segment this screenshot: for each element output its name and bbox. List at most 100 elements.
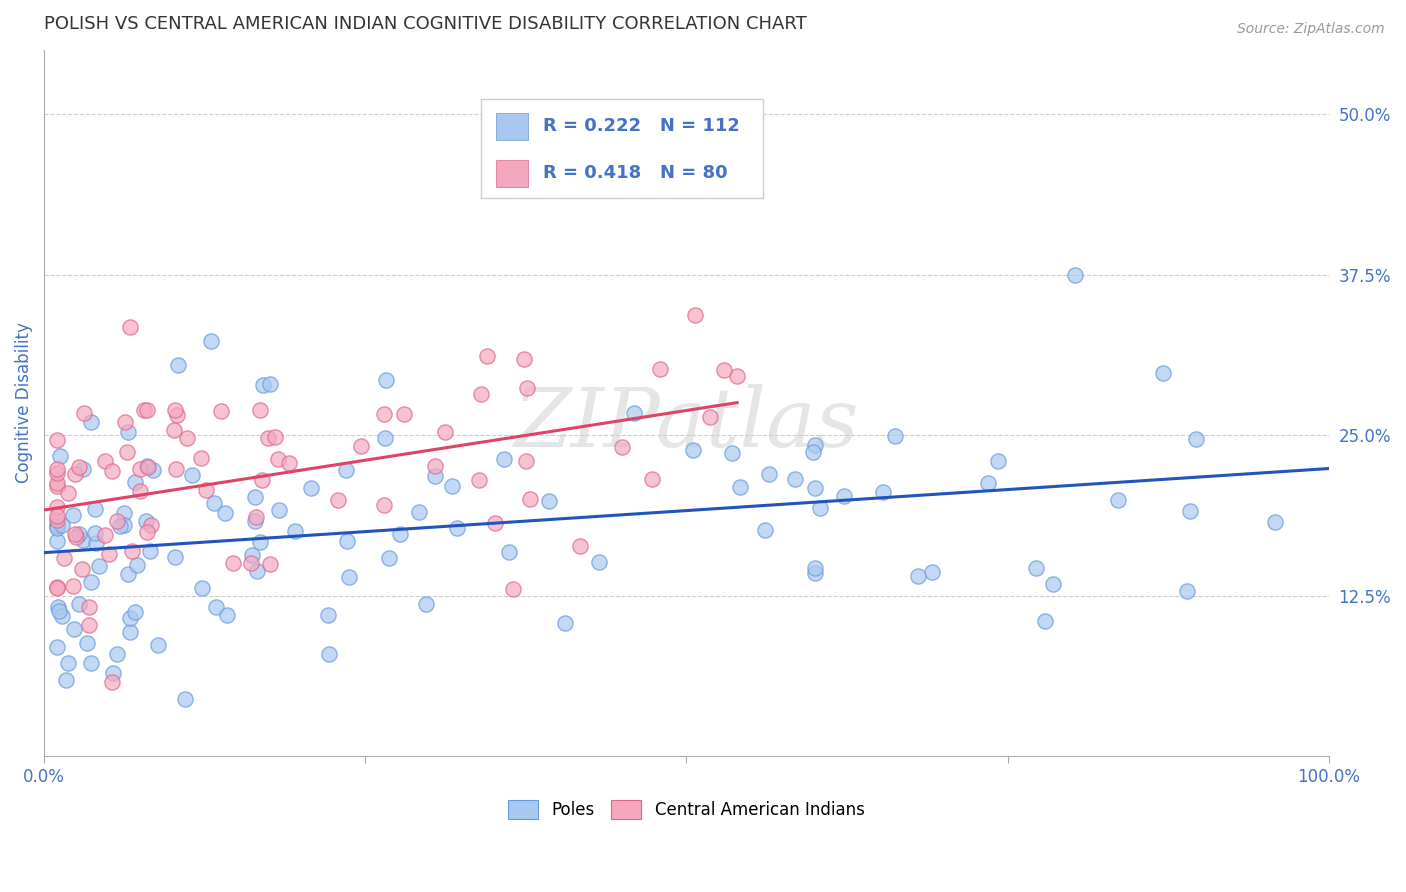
Point [46,509,69,524]
Text: R = 0.418   N = 80: R = 0.418 N = 80 [543,164,727,183]
Point [46,518,69,533]
Point [1025,561,1047,575]
Point [832,489,855,503]
Point [128,462,150,476]
Point [446,521,468,535]
Point [921,566,943,580]
Point [350,439,373,453]
Point [215,608,238,623]
Point [56,486,79,500]
Point [84,535,107,549]
Point [83,525,105,540]
Point [804,561,827,575]
Point [240,557,263,571]
Point [245,510,267,524]
Point [166,408,188,422]
Point [46,599,69,614]
Point [46,534,69,549]
Point [94,528,117,542]
Point [117,444,139,458]
Point [141,517,163,532]
Point [190,451,212,466]
Point [492,452,515,467]
Point [515,454,537,468]
Point [804,482,827,496]
Point [191,581,214,595]
Point [1042,577,1064,591]
Point [441,479,464,493]
Point [134,402,156,417]
Point [1152,366,1174,380]
Point [519,492,541,507]
Point [257,432,280,446]
Point [62,508,84,523]
Point [79,599,101,614]
Point [72,462,94,476]
Point [423,469,446,483]
Bar [496,160,529,187]
Point [63,623,86,637]
Point [720,446,742,460]
Point [299,482,322,496]
Point [103,665,125,680]
Point [84,502,107,516]
Point [165,462,187,476]
Point [467,473,489,487]
Point [46,513,69,527]
Point [477,350,499,364]
Point [135,514,157,528]
Point [46,466,69,480]
Point [80,415,103,429]
Point [250,473,273,487]
Point [378,551,401,566]
Point [146,638,169,652]
Point [202,496,225,510]
Point [200,334,222,348]
Point [194,483,217,498]
Point [136,459,159,474]
Point [138,543,160,558]
Point [785,472,807,486]
Point [46,461,69,475]
Point [512,351,534,366]
Point [554,615,576,630]
Point [46,518,69,533]
Point [977,476,1000,491]
Point [267,503,290,517]
Point [120,611,142,625]
Point [63,467,86,482]
Point [53,550,76,565]
Point [754,524,776,538]
Point [77,618,100,632]
Point [72,406,94,420]
Point [62,579,84,593]
Point [101,464,124,478]
Point [650,362,672,376]
Point [128,484,150,499]
Point [284,524,307,539]
Point [516,381,538,395]
Point [46,475,69,490]
Point [67,460,90,475]
Point [180,468,202,483]
Point [1033,614,1056,628]
Point [1108,492,1130,507]
Point [434,425,457,439]
Point [758,467,780,481]
Point [67,597,90,611]
Text: POLISH VS CENTRAL AMERICAN INDIAN COGNITIVE DISABILITY CORRELATION CHART: POLISH VS CENTRAL AMERICAN INDIAN COGNIT… [44,15,807,33]
Point [375,373,398,387]
Point [683,308,706,322]
Point [264,430,287,444]
Point [537,494,560,508]
Text: ZIPatlas: ZIPatlas [513,384,859,464]
Point [67,527,90,541]
Point [808,501,831,516]
Point [278,456,301,470]
Point [97,547,120,561]
Point [46,580,69,594]
Text: R = 0.222   N = 112: R = 0.222 N = 112 [543,117,740,135]
Point [79,656,101,670]
Point [252,378,274,392]
Point [136,525,159,540]
